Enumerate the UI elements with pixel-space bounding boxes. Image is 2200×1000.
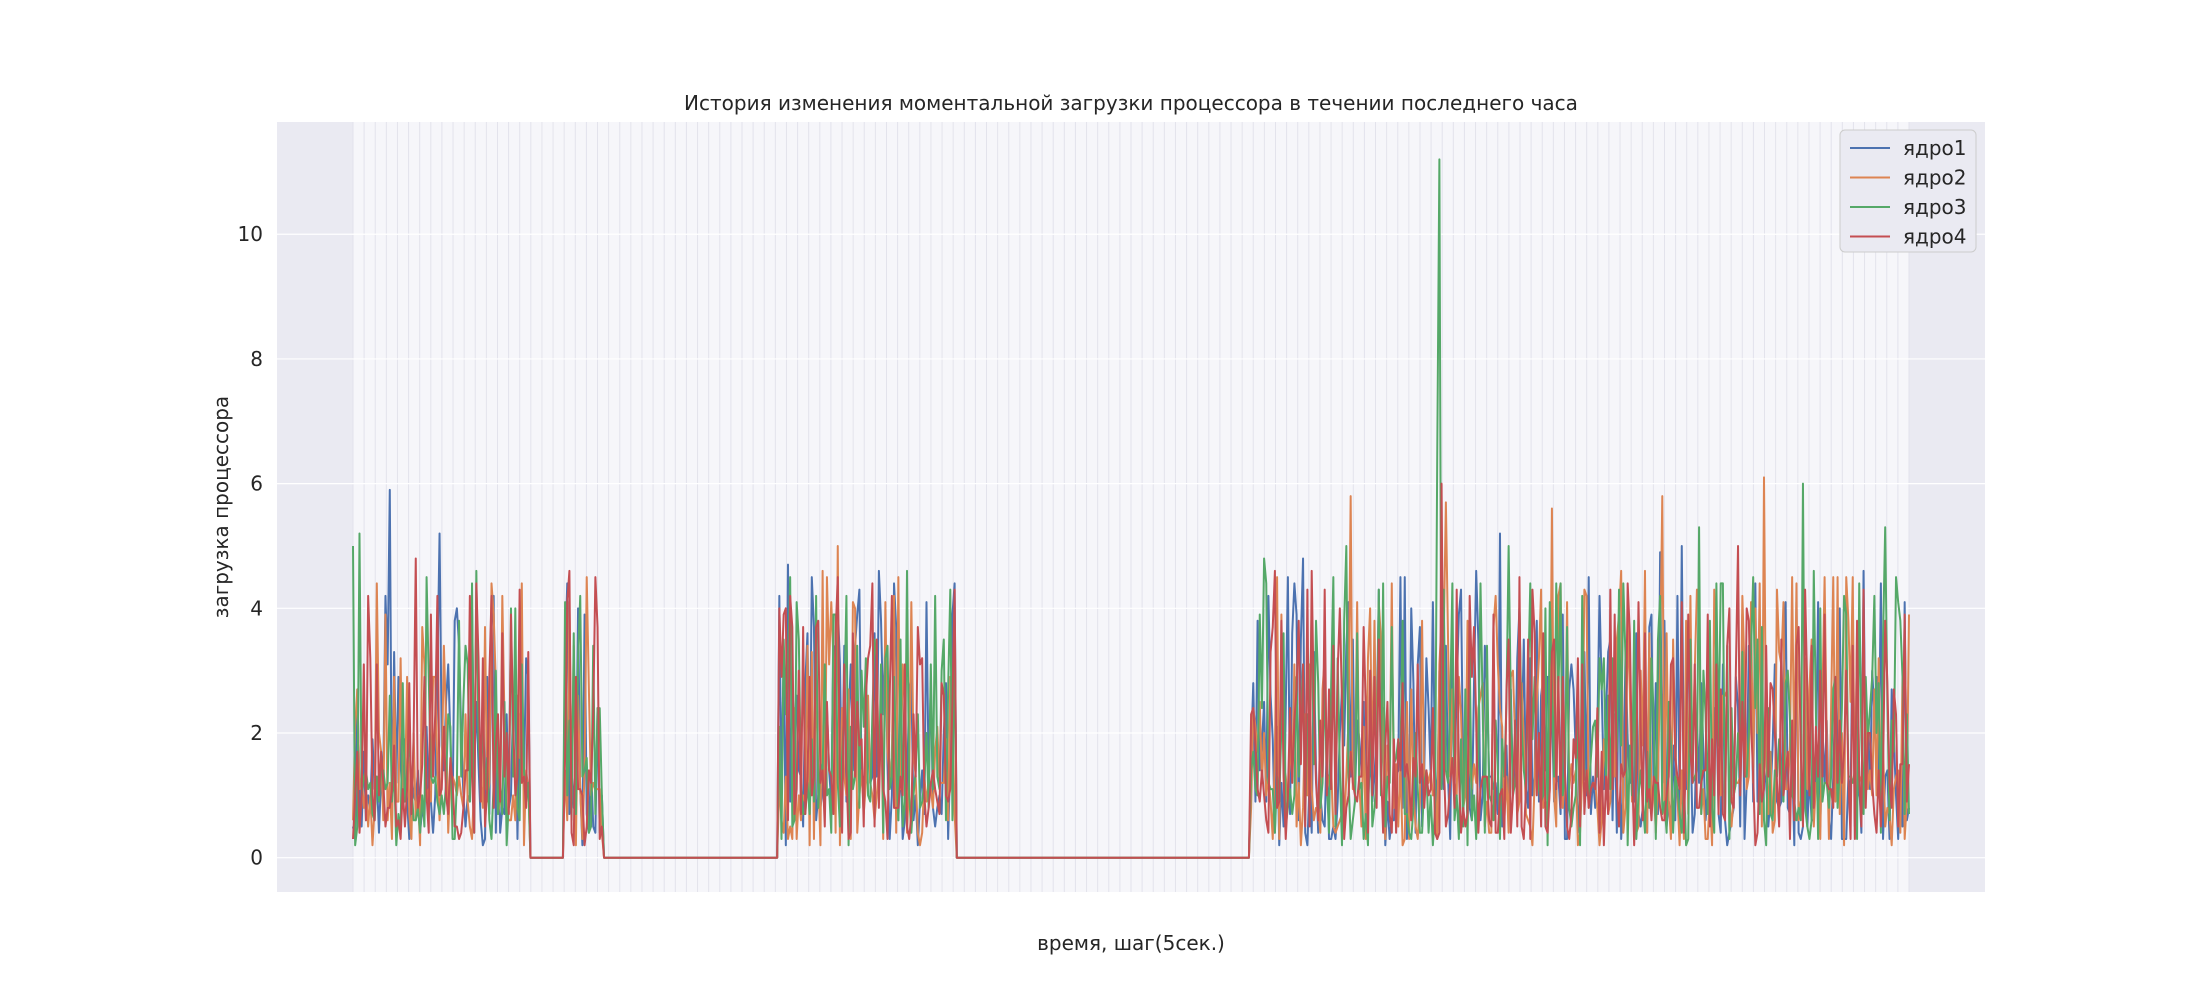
legend: ядро1 ядро2 ядро3 ядро4 [1839, 129, 1977, 253]
y-tick-label: 0 [250, 846, 263, 870]
series-lines [352, 158, 1910, 859]
y-tick-labels: 0 2 4 6 8 10 [238, 222, 263, 869]
y-tick-label: 6 [250, 472, 263, 496]
legend-label: ядро3 [1903, 195, 1967, 219]
y-tick-label: 2 [250, 721, 263, 745]
y-tick-label: 10 [238, 222, 263, 246]
x-axis-label: время, шаг(5сек.) [1037, 931, 1225, 955]
chart-title: История изменения моментальной загрузки … [684, 91, 1578, 115]
y-tick-label: 8 [250, 347, 263, 371]
legend-label: ядро2 [1903, 166, 1967, 190]
y-tick-label: 4 [250, 596, 263, 620]
legend-label: ядро1 [1903, 136, 1967, 160]
legend-label: ядро4 [1903, 225, 1967, 249]
series-line-ядро4 [352, 482, 1910, 859]
legend-frame [1839, 129, 1977, 253]
y-axis-label: загрузка процессора [209, 396, 233, 618]
